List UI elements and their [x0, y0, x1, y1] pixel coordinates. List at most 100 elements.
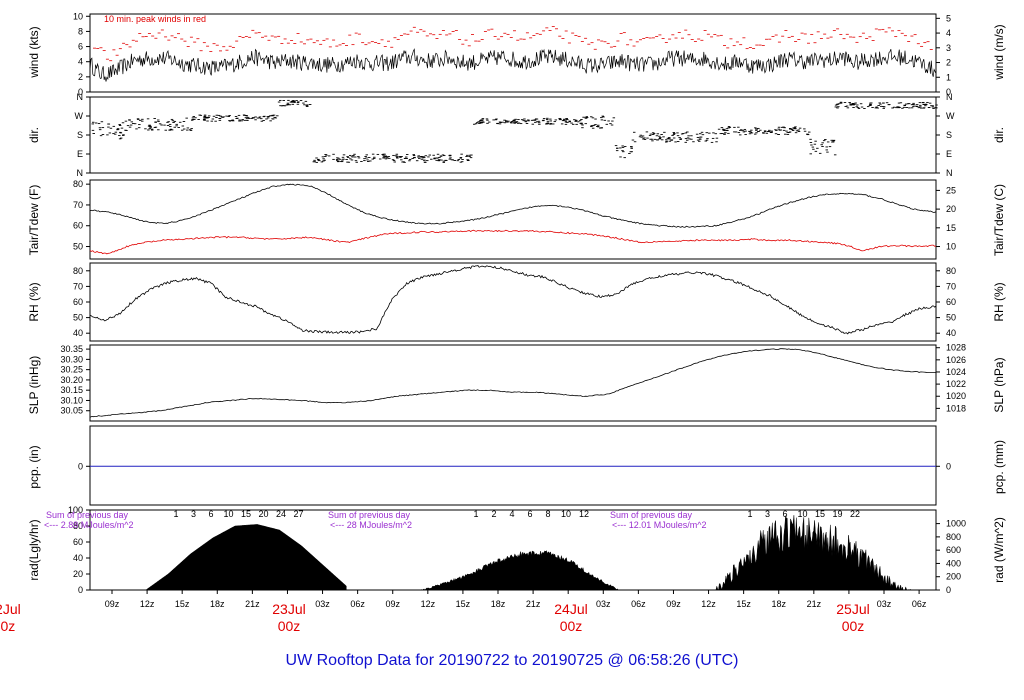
ytick-label-left-p1: 10	[73, 11, 83, 21]
dir-ylabel: dir.	[27, 127, 41, 143]
xtick-label: 06z	[631, 599, 646, 609]
ytick-label-left-p1: 4	[78, 57, 83, 67]
ytick-label-left-p4: 80	[73, 266, 83, 276]
radiation-area-day-2	[419, 550, 620, 591]
ytick-label-left-p3: 70	[73, 200, 83, 210]
ytick-label-right-p4: 70	[946, 281, 956, 291]
day-hour-label: 00z	[560, 618, 583, 634]
rad-note-1-line2: <--- 2.88 MJoules/m^2	[44, 520, 134, 530]
rad-hour-label: 12	[579, 509, 589, 519]
ytick-label-left-p4: 60	[73, 297, 83, 307]
xtick-label: 03z	[596, 599, 611, 609]
ytick-label-left-p3: 60	[73, 221, 83, 231]
rad-hour-label: 3	[765, 509, 770, 519]
ytick-label-right-p5: 1022	[946, 379, 966, 389]
ytick-label-left-p1: 0	[78, 87, 83, 97]
rad-hour-label: 6	[527, 509, 532, 519]
xtick-label: 18z	[491, 599, 506, 609]
xtick-label: 09z	[385, 599, 400, 609]
xtick-label: 12z	[421, 599, 436, 609]
ytick-label-left-p4: 50	[73, 313, 83, 323]
ytick-label-left-p5: 30.15	[60, 385, 83, 395]
pcp-ylabel: pcp. (in)	[27, 445, 41, 488]
rad-hour-label: 4	[509, 509, 514, 519]
ytick-label-right-p5: 1024	[946, 367, 966, 377]
ytick-label-right-p1: 5	[946, 13, 951, 23]
rad-hour-label: 15	[815, 509, 825, 519]
ytick-label-left-p7: 100	[68, 505, 83, 515]
ytick-label-right-p7: 400	[946, 558, 961, 568]
rad-hour-label: 1	[747, 509, 752, 519]
rh-line	[89, 265, 937, 335]
ytick-label-left-p5: 30.10	[60, 395, 83, 405]
temp-ylabel: Tair/Tdew (F)	[27, 185, 41, 256]
pcp-ylabel-right: pcp. (mm)	[992, 440, 1006, 494]
ytick-label-right-p4: 60	[946, 297, 956, 307]
rh-ylabel: RH (%)	[27, 282, 41, 321]
xtick-label: 09z	[666, 599, 681, 609]
dewpoint-line	[89, 229, 936, 255]
rad-note-2-line1: Sum of previous day	[328, 510, 411, 520]
xtick-label: 21z	[807, 599, 822, 609]
rad-ylabel: rad(Lgly/hr)	[27, 519, 41, 580]
ytick-label-right-p2: N	[946, 168, 953, 178]
xtick-label: 06z	[912, 599, 927, 609]
day-hour-label: 00z	[842, 618, 865, 634]
xtick-label: 18z	[771, 599, 786, 609]
ytick-label-right-p5: 1028	[946, 343, 966, 353]
xtick-label: 18z	[210, 599, 225, 609]
rad-hour-label: 6	[782, 509, 787, 519]
rad-note-3-line1: Sum of previous day	[610, 510, 693, 520]
ytick-label-right-p7: 0	[946, 585, 951, 595]
ytick-label-left-p3: 80	[73, 179, 83, 189]
day-label: 23Jul	[272, 601, 305, 617]
ytick-label-right-p2: W	[946, 111, 955, 121]
panel-frame-3	[89, 179, 937, 260]
rad-hour-label: 15	[241, 509, 251, 519]
radiation-area-day-3	[713, 515, 913, 591]
xtick-label: 15z	[175, 599, 190, 609]
ytick-label-right-p5: 1020	[946, 391, 966, 401]
ytick-label-left-p2: S	[77, 130, 83, 140]
xtick-label: 21z	[526, 599, 541, 609]
xtick-label: 12z	[701, 599, 716, 609]
ytick-label-right-p3: 25	[946, 185, 956, 195]
xtick-label: 06z	[350, 599, 365, 609]
rad-hour-label: 24	[276, 509, 286, 519]
xtick-label: 03z	[315, 599, 330, 609]
day-label: 25Jul	[836, 601, 869, 617]
air-temp-line	[89, 183, 937, 228]
ytick-label-right-p7: 800	[946, 532, 961, 542]
ytick-label-right-p3: 10	[946, 242, 956, 252]
rad-note-1-line1: Sum of previous day	[46, 510, 129, 520]
panel-frame-5	[89, 344, 937, 422]
ytick-label-left-p4: 70	[73, 281, 83, 291]
ytick-label-right-p1: 4	[946, 28, 951, 38]
rad-hour-label: 2	[491, 509, 496, 519]
peak-wind-note: 10 min. peak winds in red	[104, 14, 206, 24]
temp-ylabel-right: Tair/Tdew (C)	[992, 184, 1006, 256]
ytick-label-right-p3: 15	[946, 223, 956, 233]
ytick-label-left-p5: 30.25	[60, 365, 83, 375]
ytick-label-right-p1: 3	[946, 43, 951, 53]
rad-hour-label: 3	[191, 509, 196, 519]
ytick-label-left-p7: 0	[78, 585, 83, 595]
ytick-label-right-p4: 50	[946, 313, 956, 323]
slp-line	[89, 348, 936, 418]
ytick-label-left-p7: 60	[73, 537, 83, 547]
ytick-label-left-p1: 8	[78, 26, 83, 36]
ytick-label-right-p2: E	[946, 149, 952, 159]
ytick-label-right-p6: 0	[946, 461, 951, 471]
ytick-label-left-p3: 50	[73, 242, 83, 252]
rad-hour-label: 1	[173, 509, 178, 519]
wind-speed-line	[89, 48, 937, 82]
ytick-label-right-p1: 1	[946, 72, 951, 82]
slp-ylabel: SLP (inHg)	[27, 356, 41, 414]
ytick-label-right-p1: 0	[946, 87, 951, 97]
xtick-label: 21z	[245, 599, 260, 609]
ytick-label-left-p2: N	[77, 168, 84, 178]
ytick-label-right-p3: 20	[946, 204, 956, 214]
ytick-label-left-p2: W	[75, 111, 84, 121]
radiation-area-day-1	[144, 524, 347, 591]
rh-ylabel-right: RH (%)	[992, 282, 1006, 321]
